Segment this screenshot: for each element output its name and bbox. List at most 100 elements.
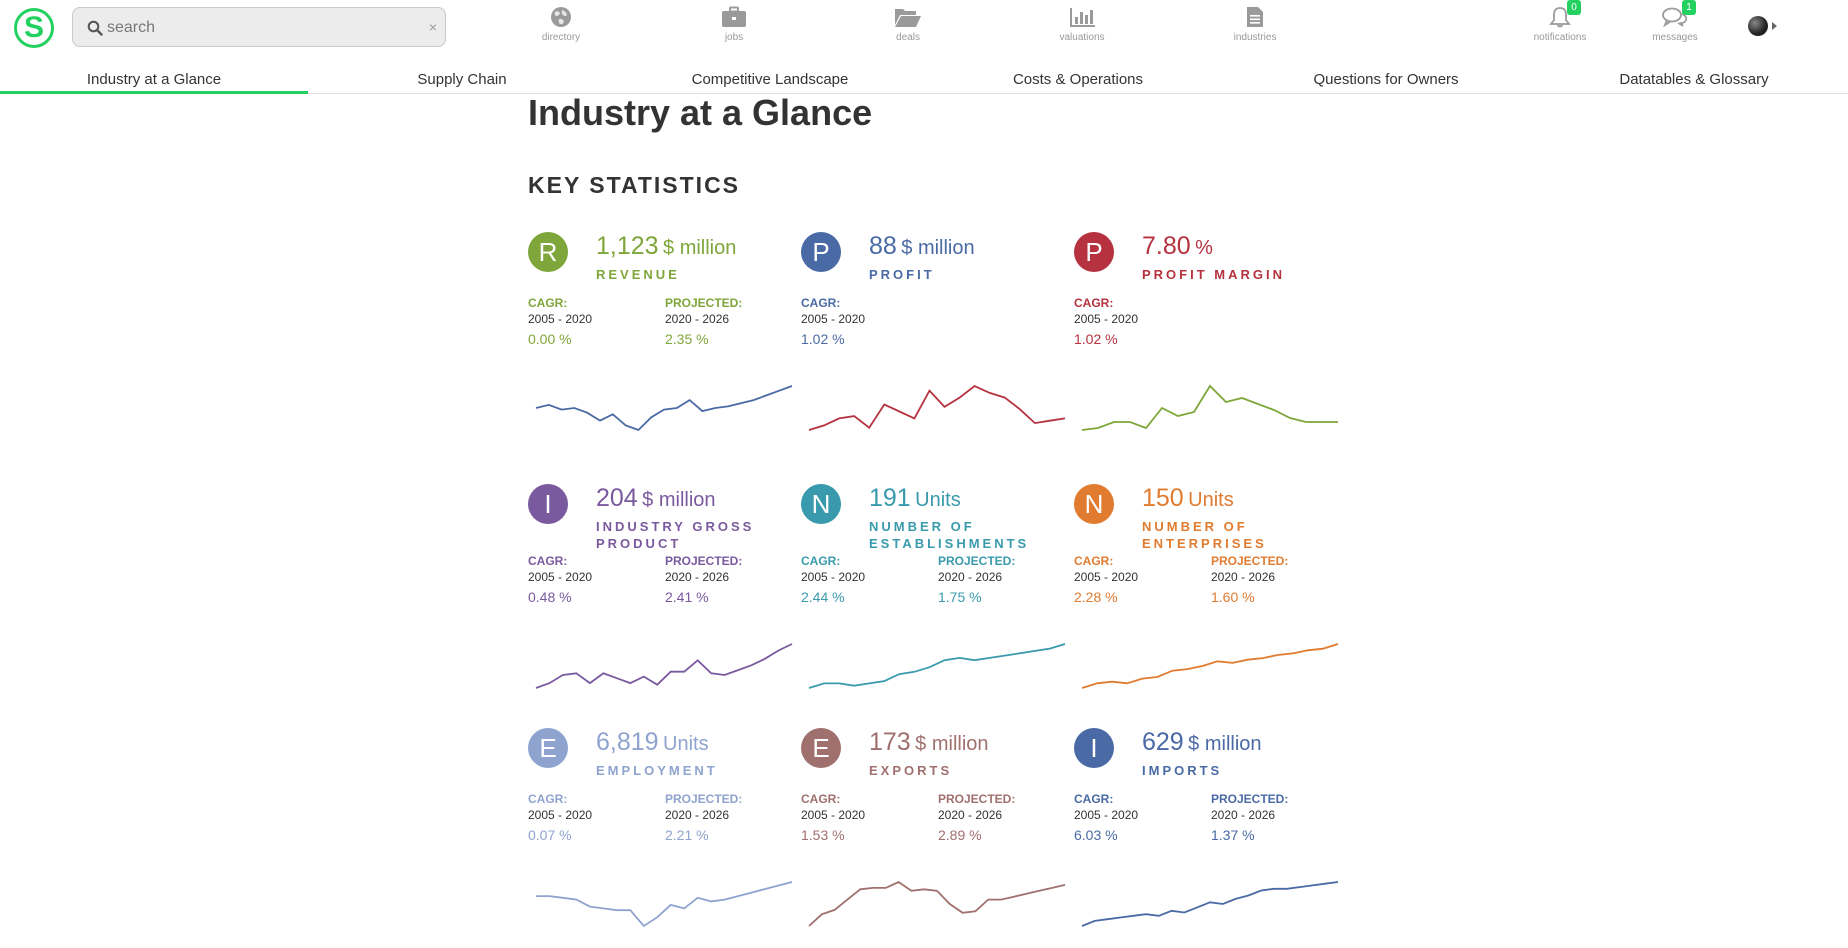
stat-number: 191	[869, 484, 911, 512]
stat-value: 204 $ million	[596, 484, 716, 513]
projected-label: PROJECTED:	[665, 296, 743, 310]
projected-block: PROJECTED: 2020 - 2026 1.75 %	[938, 554, 1068, 605]
stat-number: 204	[596, 484, 638, 512]
cagr-block: CAGR: 2005 - 2020 0.48 %	[528, 554, 658, 605]
projected-label: PROJECTED:	[665, 554, 743, 568]
tab-competitive-landscape[interactable]: Competitive Landscape	[691, 71, 849, 88]
projected-label: PROJECTED:	[665, 792, 743, 806]
nav-notifications[interactable]: 0 notifications	[1533, 0, 1587, 43]
caret-down-icon[interactable]	[1772, 22, 1777, 30]
nav-directory[interactable]: directory	[526, 6, 596, 43]
projected-value: 1.37 %	[1211, 827, 1255, 843]
sparkline-chart	[535, 643, 793, 689]
briefcase-icon	[722, 6, 746, 27]
stat-initial-circle: E	[801, 728, 841, 768]
projected-value: 2.89 %	[938, 827, 982, 843]
sparkline-line	[1081, 384, 1338, 431]
sparkline-line	[808, 880, 1066, 927]
stat-card: R 1,123 $ million REVENUE CAGR: 2005 - 2020 0…	[528, 232, 798, 472]
cagr-value: 0.07 %	[528, 827, 572, 843]
stat-initial-circle: N	[1074, 484, 1114, 524]
tab-supply-chain[interactable]: Supply Chain	[417, 71, 507, 88]
sparkline-chart	[808, 643, 1066, 689]
cagr-period: 2005 - 2020	[801, 808, 866, 822]
nav-jobs[interactable]: jobs	[699, 6, 769, 43]
stat-value: 191 Units	[869, 484, 961, 513]
cagr-label: CAGR:	[1074, 792, 1114, 806]
projected-period: 2020 - 2026	[1211, 570, 1276, 584]
avatar[interactable]	[1748, 16, 1768, 36]
section-tabs: Industry at a Glance Supply Chain Compet…	[0, 66, 1848, 94]
stat-unit: Units	[663, 733, 709, 755]
sparkline-chart	[1081, 881, 1339, 927]
messages-badge: 1	[1682, 0, 1696, 15]
stat-name: REVENUE	[596, 267, 680, 282]
cagr-value: 6.03 %	[1074, 827, 1118, 843]
tab-industry-at-a-glance[interactable]: Industry at a Glance	[0, 66, 308, 94]
projected-period: 2020 - 2026	[938, 570, 1003, 584]
section-title: KEY STATISTICS	[528, 172, 741, 198]
search-box: ×	[72, 7, 446, 47]
sparkline-line	[808, 384, 1066, 431]
stat-initial-circle: E	[528, 728, 568, 768]
stat-name: EMPLOYMENT	[596, 763, 718, 778]
stat-number: 1,123	[596, 232, 659, 260]
projected-value: 2.35 %	[665, 331, 709, 347]
stat-name: NUMBER OF ESTABLISHMENTS	[869, 519, 1030, 551]
nav-deals[interactable]: deals	[873, 6, 943, 43]
stat-name: EXPORTS	[869, 763, 953, 778]
projected-block: PROJECTED: 2020 - 2026 1.60 %	[1211, 554, 1341, 605]
stat-name: IMPORTS	[1142, 763, 1223, 778]
sparkline-chart	[808, 880, 1066, 927]
stat-value: 150 Units	[1142, 484, 1234, 513]
projected-period: 2020 - 2026	[665, 570, 730, 584]
nav-messages[interactable]: 1 messages	[1652, 0, 1698, 43]
projected-label: PROJECTED:	[938, 792, 1016, 806]
sparkline-line	[535, 643, 793, 689]
projected-value: 2.41 %	[665, 589, 709, 605]
nav-valuations[interactable]: valuations	[1047, 6, 1117, 43]
cagr-block: CAGR: 2005 - 2020 1.02 %	[1074, 296, 1204, 347]
projected-block: PROJECTED: 2020 - 2026 2.41 %	[665, 554, 795, 605]
cagr-value: 0.48 %	[528, 589, 572, 605]
projected-label: PROJECTED:	[1211, 554, 1289, 568]
sparkline-chart	[808, 384, 1066, 431]
stat-number: 7.80	[1142, 232, 1191, 260]
globe-icon	[551, 7, 571, 27]
tab-datatables-glossary[interactable]: Datatables & Glossary	[1619, 71, 1769, 88]
cagr-label: CAGR:	[801, 296, 841, 310]
stat-unit: $ million	[915, 733, 989, 755]
cagr-period: 2005 - 2020	[1074, 312, 1139, 326]
cagr-label: CAGR:	[528, 554, 568, 568]
projected-block: PROJECTED: 2020 - 2026 2.21 %	[665, 792, 795, 843]
nav-industries[interactable]: industries	[1220, 6, 1290, 43]
sparkline-chart	[1081, 643, 1339, 689]
stat-name: NUMBER OF ENTERPRISES	[1142, 519, 1267, 551]
document-icon	[1247, 7, 1263, 27]
cagr-value: 1.53 %	[801, 827, 845, 843]
cagr-period: 2005 - 2020	[528, 312, 593, 326]
sparkline-line	[536, 881, 793, 928]
stat-unit: %	[1195, 237, 1213, 259]
cagr-label: CAGR:	[801, 792, 841, 806]
projected-period: 2020 - 2026	[938, 808, 1003, 822]
stat-card: E 173 $ million EXPORTS CAGR: 2005 - 2020 1.5…	[801, 728, 1071, 948]
clear-search-icon[interactable]: ×	[428, 19, 437, 35]
stat-number: 150	[1142, 484, 1184, 512]
projected-block: PROJECTED: 2020 - 2026 2.89 %	[938, 792, 1068, 843]
cagr-label: CAGR:	[528, 296, 568, 310]
stat-unit: Units	[1188, 489, 1234, 511]
cagr-block: CAGR: 2005 - 2020 0.00 %	[528, 296, 658, 347]
cagr-value: 1.02 %	[801, 331, 845, 347]
sparkline-chart	[536, 881, 793, 928]
cagr-block: CAGR: 2005 - 2020 2.28 %	[1074, 554, 1204, 605]
tab-questions-for-owners[interactable]: Questions for Owners	[1313, 71, 1459, 88]
search-input[interactable]	[107, 16, 407, 40]
tab-costs-operations[interactable]: Costs & Operations	[1012, 71, 1144, 88]
sparkline-chart	[1081, 384, 1338, 431]
stat-value: 629 $ million	[1142, 728, 1262, 757]
cagr-label: CAGR:	[801, 554, 841, 568]
logo[interactable]: S	[14, 8, 54, 48]
stat-unit: $ million	[663, 237, 737, 259]
stat-value: 6,819 Units	[596, 728, 709, 757]
